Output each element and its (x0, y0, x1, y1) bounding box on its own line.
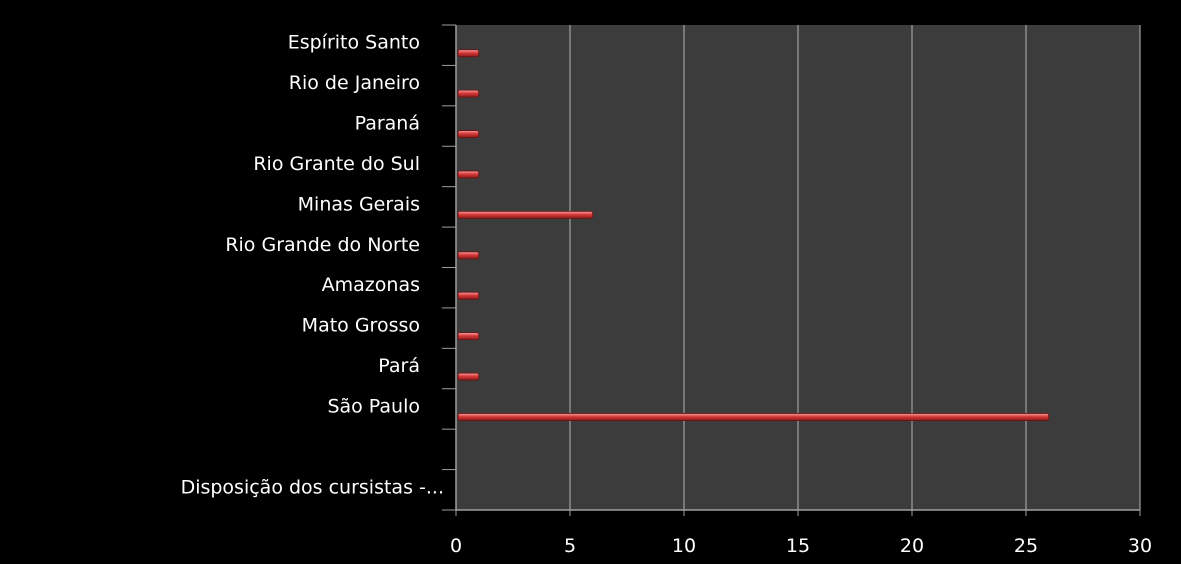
bar (457, 413, 1050, 421)
bar (457, 130, 480, 138)
bar (457, 291, 480, 300)
bar (457, 210, 594, 219)
bar (457, 170, 480, 179)
category-label: Espírito Santo (288, 32, 420, 54)
category-label: Mato Grosso (302, 315, 420, 337)
bar (457, 372, 480, 381)
category-label: Rio Grande do Norte (225, 234, 420, 256)
category-label: Disposição dos cursistas -... (181, 476, 444, 498)
x-tick-label: 30 (1128, 535, 1152, 557)
category-label: Paraná (355, 113, 420, 135)
x-tick-label: 15 (786, 535, 810, 557)
x-tick-label: 0 (450, 535, 462, 557)
x-tick-label: 5 (564, 535, 576, 557)
axes (442, 24, 1141, 516)
bar (457, 89, 480, 98)
category-label: Minas Gerais (298, 193, 420, 215)
category-labels: Espírito Santo Rio de Janeiro Paraná Rio Gr… (181, 32, 444, 499)
category-label: Pará (378, 355, 420, 377)
x-tick-label: 20 (900, 535, 924, 557)
bar (457, 49, 480, 58)
category-label: Rio de Janeiro (289, 72, 420, 94)
bar (457, 332, 480, 341)
bar (457, 251, 480, 260)
x-tick-labels: 0 5 10 15 20 25 30 (450, 535, 1152, 557)
category-label: Amazonas (322, 274, 420, 296)
x-tick-label: 25 (1014, 535, 1038, 557)
category-label: São Paulo (327, 395, 420, 417)
grid-lines (569, 25, 1141, 510)
bars (457, 49, 1050, 421)
category-label: Rio Grante do Sul (253, 153, 420, 175)
x-tick-label: 10 (672, 535, 696, 557)
